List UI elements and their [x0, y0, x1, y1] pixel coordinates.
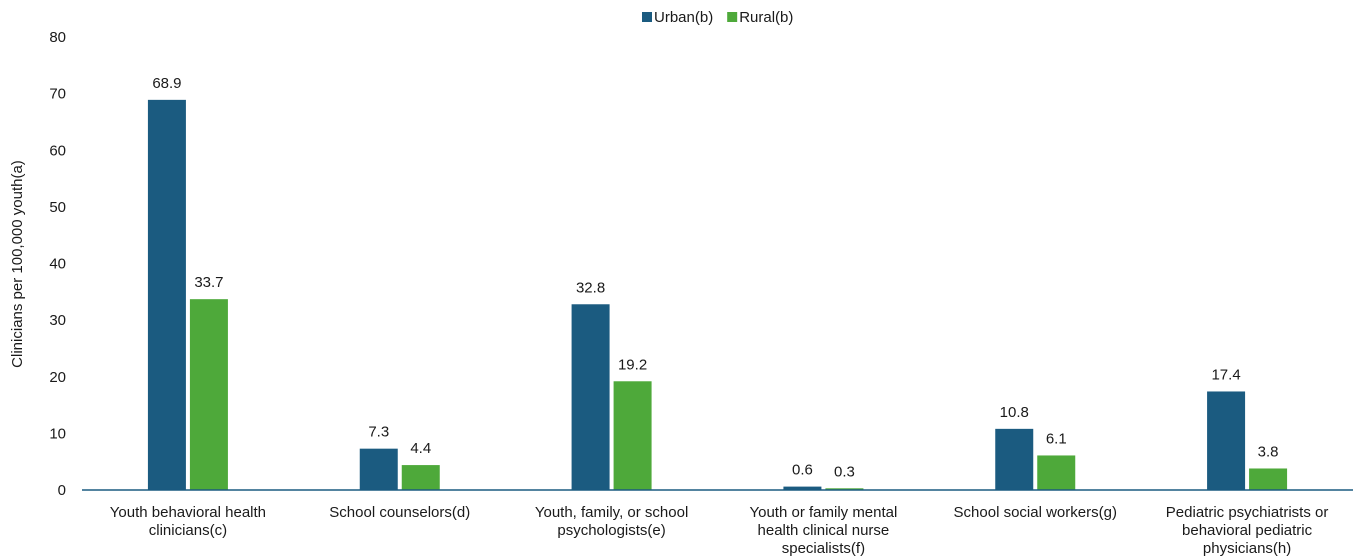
y-tick-label: 10: [49, 425, 66, 442]
legend-swatch: [727, 12, 738, 22]
y-axis-title: Clinicians per 100,000 youth(a): [9, 160, 26, 368]
legend: Urban(b) Rural(b): [642, 9, 793, 26]
y-tick-label: 80: [49, 29, 66, 46]
x-tick-label: Youth or family mental health clinical nu…: [749, 504, 897, 557]
bar-rural: [613, 381, 652, 490]
data-label: 3.8: [1258, 443, 1279, 460]
bar-urban: [1207, 391, 1246, 490]
bar-rural: [1249, 468, 1288, 490]
legend-label: Rural(b): [739, 9, 793, 26]
data-label: 17.4: [1211, 366, 1240, 383]
data-label: 19.2: [618, 356, 647, 373]
y-tick-label: 50: [49, 199, 66, 216]
x-tick-label: Youth, family, or school psychologists(e): [535, 504, 688, 539]
x-tick-label: School counselors(d): [329, 504, 470, 521]
data-label: 10.8: [1000, 404, 1029, 421]
y-tick-label: 20: [49, 369, 66, 386]
bar-urban: [147, 99, 186, 490]
y-axis: 0 10 20 30 40 50 60 70 80: [49, 29, 66, 499]
data-label: 32.8: [576, 279, 605, 296]
data-label: 0.3: [834, 463, 855, 480]
x-tick-label: Pediatric psychiatrists or behavioral ped…: [1166, 504, 1329, 557]
y-tick-label: 60: [49, 142, 66, 159]
data-label: 4.4: [410, 440, 431, 457]
y-tick-label: 40: [49, 256, 66, 273]
y-tick-label: 70: [49, 86, 66, 103]
bar-rural: [1037, 455, 1076, 490]
data-label: 68.9: [152, 75, 181, 92]
bar-rural: [189, 299, 228, 490]
x-axis: Youth behavioral health clinicians(c) Scho…: [82, 489, 1353, 557]
bar-urban: [783, 486, 822, 490]
bar-rural: [825, 488, 864, 490]
data-label: 0.6: [792, 462, 813, 479]
plot-area: 68.9 33.7 7.3 4.4 32.8 19.2 0.6 0.3 10.8 6.1 17.4 3…: [147, 75, 1288, 490]
data-label: 33.7: [194, 274, 223, 291]
x-tick-label: School social workers(g): [954, 504, 1117, 521]
bar-urban: [571, 304, 610, 490]
bar-urban: [995, 428, 1034, 490]
legend-label: Urban(b): [654, 9, 713, 26]
data-label: 7.3: [368, 424, 389, 441]
y-tick-label: 30: [49, 312, 66, 329]
bar-rural: [401, 465, 440, 490]
y-tick-label: 0: [58, 482, 66, 499]
data-label: 6.1: [1046, 430, 1067, 447]
x-tick-label: Youth behavioral health clinicians(c): [110, 504, 266, 539]
legend-swatch: [642, 12, 652, 22]
bar-urban: [359, 448, 398, 490]
